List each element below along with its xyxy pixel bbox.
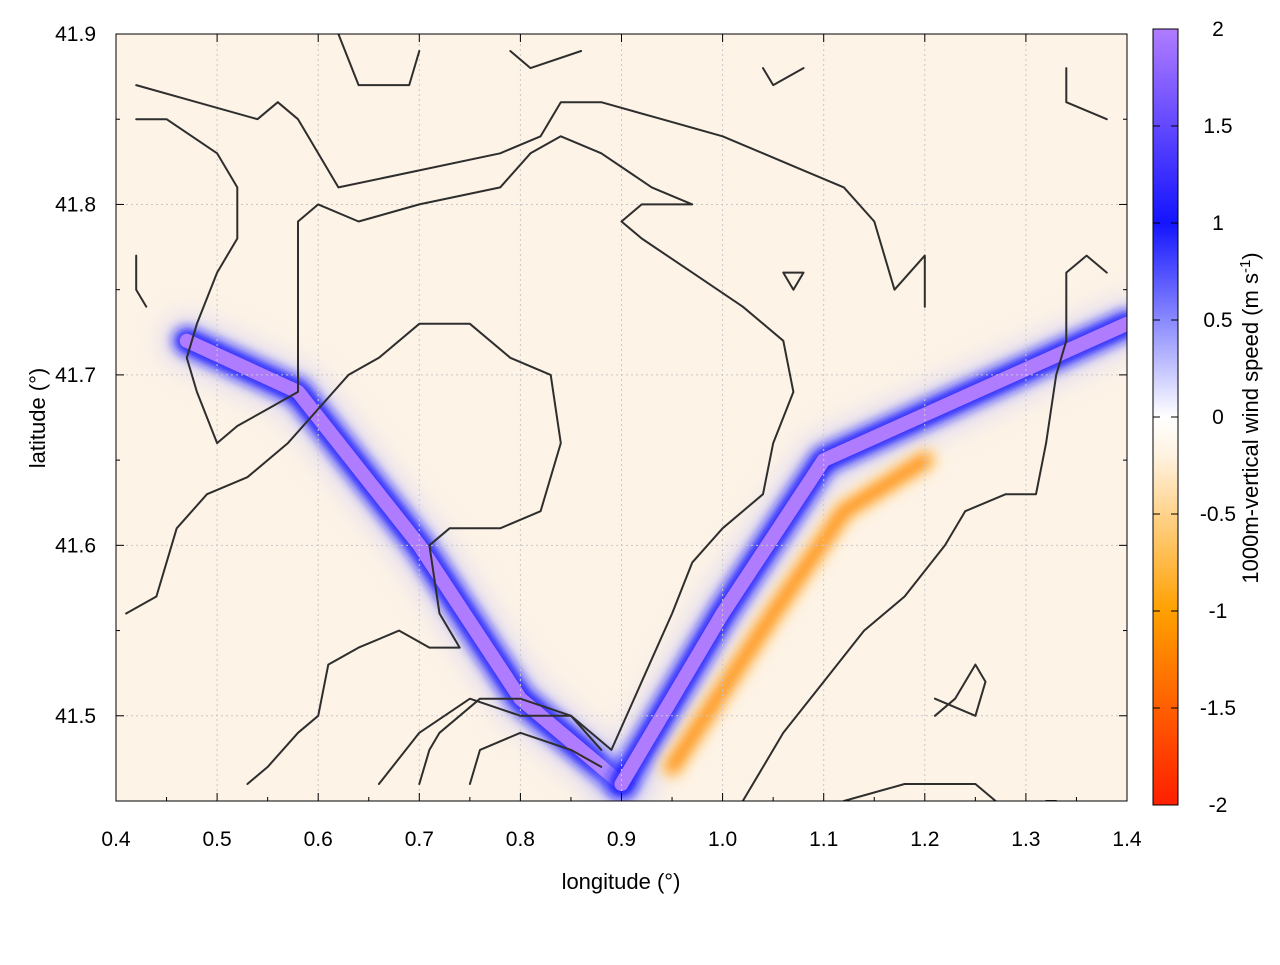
colorbar-tick-label: 0 <box>1212 406 1224 429</box>
contour-line <box>741 254 1108 801</box>
colorbar-tick-label: -2 <box>1209 794 1228 817</box>
contour-line <box>337 34 421 87</box>
colorbar-tick-label: -1.5 <box>1200 697 1236 720</box>
colorbar-label-end: ) <box>1238 252 1263 259</box>
x-tick-label: 1.4 <box>1112 828 1142 851</box>
contour-line <box>135 254 148 308</box>
y-axis-label: latitude (°) <box>25 368 50 469</box>
contour-line <box>509 50 583 70</box>
x-tick-label: 1.2 <box>910 828 939 851</box>
colorbar-label-superscript: -1 <box>1237 260 1254 273</box>
contour-line <box>933 663 987 717</box>
x-tick-label: 0.5 <box>202 828 231 851</box>
contour-line <box>842 783 997 801</box>
x-axis-label: longitude (°) <box>562 869 681 894</box>
y-tick-label: 41.5 <box>55 705 96 728</box>
colorbar-tick-label: 1.5 <box>1203 115 1232 138</box>
x-tick-label: 1.0 <box>708 828 737 851</box>
contour-line <box>762 67 805 87</box>
x-tick-label: 0.8 <box>506 828 535 851</box>
x-tick-label: 1.1 <box>809 828 838 851</box>
colorbar-tick-label: 1 <box>1212 212 1224 235</box>
y-tick-label: 41.6 <box>55 534 96 557</box>
terrain-contours <box>125 34 1108 801</box>
x-tick-label: 1.3 <box>1011 828 1040 851</box>
x-tick-label: 0.7 <box>405 828 434 851</box>
y-tick-label: 41.8 <box>55 193 96 216</box>
contour-line <box>468 731 603 785</box>
colorbar-tick-label: -1 <box>1209 600 1228 623</box>
x-tick-label: 0.4 <box>101 828 131 851</box>
y-tick-label: 41.9 <box>55 23 96 46</box>
colorbar-frame <box>1152 28 1179 806</box>
colorbar-tick-label: 0.5 <box>1203 309 1232 332</box>
contour-line <box>377 697 603 785</box>
y-tick-label: 41.7 <box>55 364 96 387</box>
contour-line <box>135 84 926 308</box>
axes: 0.4 0.5 0.6 0.7 0.8 0.9 1.0 1.1 1.2 1.3 1.4 41.5 41.… <box>55 23 1142 851</box>
colorbar-tick-label: -0.5 <box>1200 503 1236 526</box>
colorbar-label: 1000m-vertical wind speed (m s-1) <box>1237 252 1263 583</box>
colorbar-tick-label: 2 <box>1212 18 1224 41</box>
x-tick-label: 0.6 <box>304 828 333 851</box>
grid-lines <box>116 34 1127 801</box>
contour-line <box>135 118 795 785</box>
x-tick-label: 0.9 <box>607 828 636 851</box>
contour-line <box>782 271 805 291</box>
contour-line <box>125 322 562 785</box>
contour-line <box>1065 67 1108 121</box>
colorbar-label-main: 1000m-vertical wind speed (m s <box>1238 273 1263 584</box>
colorbar-axis: 2 1.5 1 0.5 0 -0.5 -1 -1.5 -2 <box>1153 18 1236 817</box>
